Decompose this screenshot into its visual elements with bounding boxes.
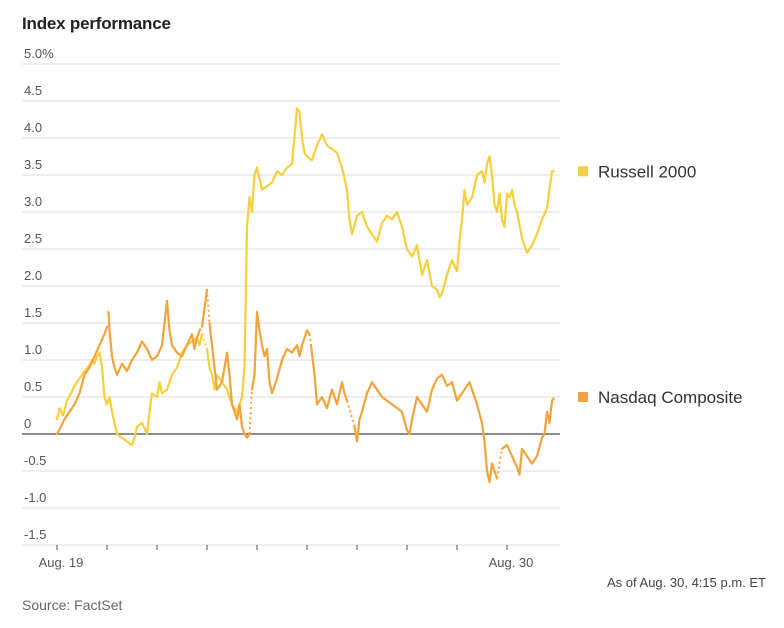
y-tick-label: -0.5: [24, 453, 46, 468]
nasdaq-composite-gap-line: [496, 448, 503, 479]
grid-layer: [22, 63, 560, 546]
x-tick-label: Aug. 30: [489, 555, 534, 570]
y-tick-label: 2.0: [24, 268, 42, 283]
source-note: Source: FactSet: [22, 597, 123, 613]
series-layer: [55, 107, 555, 484]
y-tick-label: 0.5: [24, 379, 42, 394]
russell-2000-gap-line: [201, 333, 208, 350]
nasdaq-composite-line: [500, 397, 555, 476]
nasdaq-composite-line: [309, 344, 349, 410]
russell-2000-legend-label: Russell 2000: [598, 162, 696, 181]
nasdaq-composite-line: [107, 299, 201, 376]
russell-2000-line: [205, 107, 555, 413]
x-axis-ticks: Aug. 19 Aug. 30: [39, 545, 534, 570]
nasdaq-composite-line: [208, 321, 251, 439]
nasdaq-composite-gap-line: [206, 289, 211, 324]
chart-title: Index performance: [22, 14, 171, 33]
nasdaq-composite-line: [200, 288, 209, 328]
nasdaq-composite-line: [55, 325, 109, 436]
russell-2000-line: [55, 333, 204, 447]
nasdaq-composite-legend-label: Nasdaq Composite: [598, 388, 743, 407]
y-tick-label: 1.5: [24, 305, 42, 320]
y-tick-label: 5.0%: [24, 46, 54, 61]
y-tick-label: 0: [24, 416, 31, 431]
y-tick-label: 4.5: [24, 83, 42, 98]
nasdaq-composite-gap-line: [308, 333, 312, 346]
nasdaq-composite-gap-line: [248, 389, 253, 435]
nasdaq-composite-legend-swatch: [578, 392, 588, 402]
y-tick-label: 4.0: [24, 120, 42, 135]
nasdaq-composite-gap-line: [346, 400, 356, 427]
russell-2000-legend-swatch: [578, 166, 588, 177]
y-tick-label: -1.5: [24, 527, 46, 542]
y-axis-ticks: 5.0% 4.5 4.0 3.5 3.0 2.5 2.0 1.5 1.0 0.5 0 -0.5 -1.0…: [24, 46, 54, 542]
x-tick-label: Aug. 19: [39, 555, 84, 570]
nasdaq-composite-line: [250, 310, 311, 395]
y-tick-label: 2.5: [24, 231, 42, 246]
y-tick-label: 3.5: [24, 157, 42, 172]
timestamp-note: As of Aug. 30, 4:15 p.m. ET: [607, 575, 766, 590]
legend: Russell 2000 Nasdaq Composite: [578, 162, 743, 407]
y-tick-label: -1.0: [24, 490, 46, 505]
y-tick-label: 3.0: [24, 194, 42, 209]
nasdaq-composite-line: [353, 373, 499, 484]
y-tick-label: 1.0: [24, 342, 42, 357]
